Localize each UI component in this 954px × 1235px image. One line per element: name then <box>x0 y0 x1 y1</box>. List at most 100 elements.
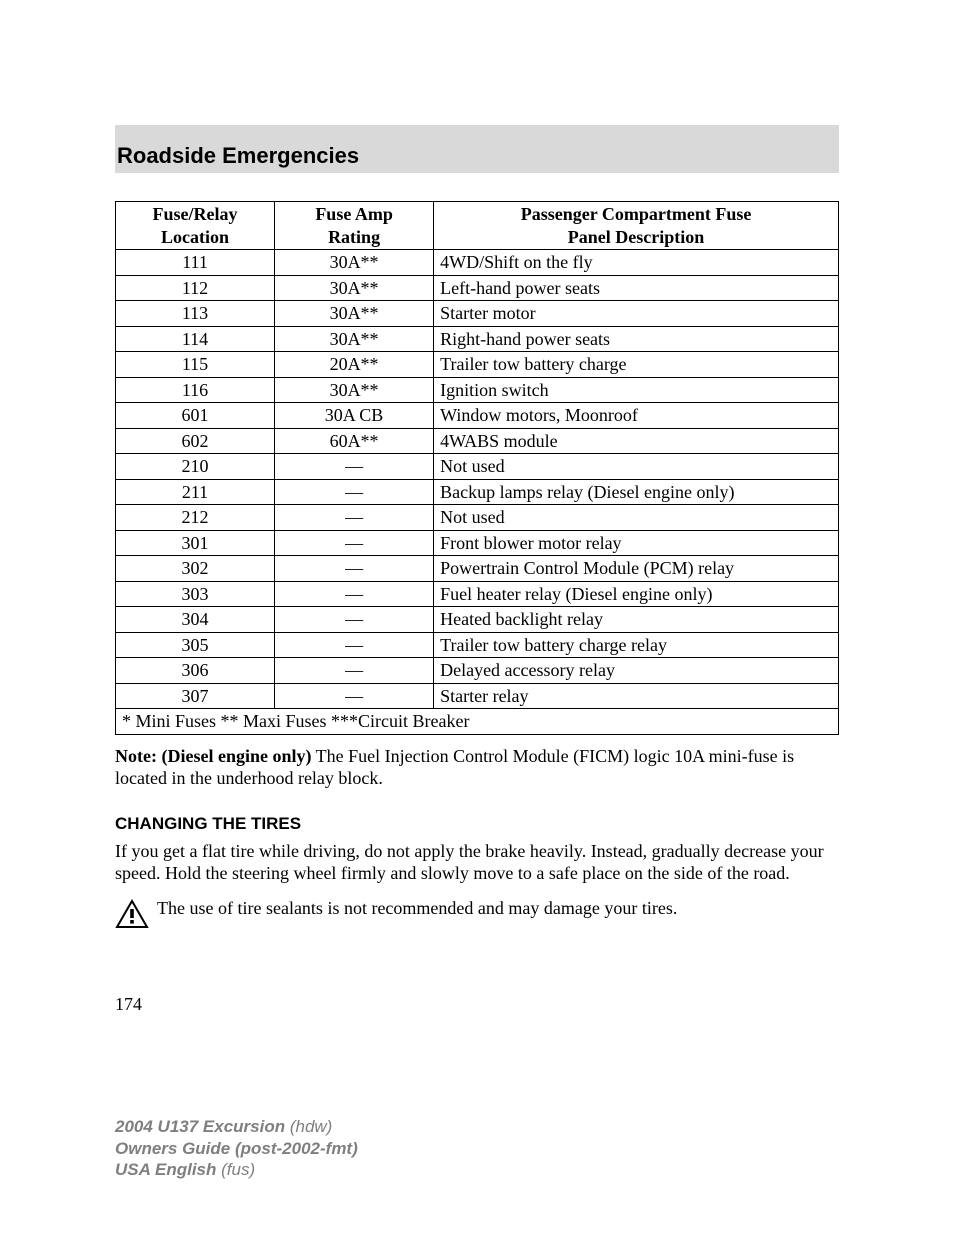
page-number: 174 <box>115 994 839 1015</box>
table-row: 304—Heated backlight relay <box>116 607 839 633</box>
cell-location: 302 <box>116 556 275 582</box>
th-loc-line1: Fuse/Relay <box>153 204 238 224</box>
cell-location: 114 <box>116 326 275 352</box>
cell-description: Fuel heater relay (Diesel engine only) <box>434 581 839 607</box>
fuse-table: Fuse/Relay Location Fuse Amp Rating Pass… <box>115 201 839 735</box>
th-description: Passenger Compartment Fuse Panel Descrip… <box>434 202 839 250</box>
th-rating-line2: Rating <box>328 227 380 247</box>
changing-tires-heading: CHANGING THE TIRES <box>115 814 839 834</box>
cell-rating: 30A** <box>275 377 434 403</box>
cell-description: Window motors, Moonroof <box>434 403 839 429</box>
cell-rating: — <box>275 683 434 709</box>
table-row: 306—Delayed accessory relay <box>116 658 839 684</box>
cell-location: 303 <box>116 581 275 607</box>
note-paragraph: Note: (Diesel engine only) The Fuel Inje… <box>115 745 839 790</box>
cell-description: Left-hand power seats <box>434 275 839 301</box>
footer-l2-bold: Owners Guide (post-2002-fmt) <box>115 1139 358 1158</box>
th-desc-line1: Passenger Compartment Fuse <box>521 204 752 224</box>
cell-rating: 30A** <box>275 326 434 352</box>
cell-rating: — <box>275 530 434 556</box>
cell-location: 305 <box>116 632 275 658</box>
cell-description: Starter motor <box>434 301 839 327</box>
cell-location: 116 <box>116 377 275 403</box>
table-row: 212—Not used <box>116 505 839 531</box>
footer-l1-ital: (hdw) <box>290 1117 333 1136</box>
cell-description: Not used <box>434 454 839 480</box>
table-row: 11330A**Starter motor <box>116 301 839 327</box>
table-row: 301—Front blower motor relay <box>116 530 839 556</box>
cell-location: 301 <box>116 530 275 556</box>
table-header-row: Fuse/Relay Location Fuse Amp Rating Pass… <box>116 202 839 250</box>
cell-location: 304 <box>116 607 275 633</box>
cell-rating: 20A** <box>275 352 434 378</box>
cell-description: Backup lamps relay (Diesel engine only) <box>434 479 839 505</box>
footer-l1-bold: 2004 U137 Excursion <box>115 1117 290 1136</box>
publication-footer: 2004 U137 Excursion (hdw) Owners Guide (… <box>115 1116 358 1180</box>
cell-rating: 30A** <box>275 250 434 276</box>
cell-location: 211 <box>116 479 275 505</box>
table-row: 11130A**4WD/Shift on the fly <box>116 250 839 276</box>
th-rating-line1: Fuse Amp <box>315 204 393 224</box>
cell-rating: — <box>275 658 434 684</box>
cell-description: Ignition switch <box>434 377 839 403</box>
table-row: 305—Trailer tow battery charge relay <box>116 632 839 658</box>
table-row: 60260A**4WABS module <box>116 428 839 454</box>
table-row: 303—Fuel heater relay (Diesel engine onl… <box>116 581 839 607</box>
cell-rating: — <box>275 454 434 480</box>
table-row: 307—Starter relay <box>116 683 839 709</box>
th-location: Fuse/Relay Location <box>116 202 275 250</box>
cell-rating: — <box>275 505 434 531</box>
cell-rating: — <box>275 479 434 505</box>
th-desc-line2: Panel Description <box>568 227 705 247</box>
table-body: 11130A**4WD/Shift on the fly11230A**Left… <box>116 250 839 709</box>
cell-rating: — <box>275 632 434 658</box>
footer-l3-ital: (fus) <box>221 1160 255 1179</box>
cell-location: 602 <box>116 428 275 454</box>
cell-description: Delayed accessory relay <box>434 658 839 684</box>
table-footer-row: * Mini Fuses ** Maxi Fuses ***Circuit Br… <box>116 709 839 735</box>
table-row: 210—Not used <box>116 454 839 480</box>
cell-description: Starter relay <box>434 683 839 709</box>
cell-location: 210 <box>116 454 275 480</box>
cell-location: 111 <box>116 250 275 276</box>
footer-line-3: USA English (fus) <box>115 1159 358 1180</box>
th-loc-line2: Location <box>161 227 229 247</box>
cell-rating: 60A** <box>275 428 434 454</box>
cell-location: 601 <box>116 403 275 429</box>
cell-location: 113 <box>116 301 275 327</box>
table-footer: * Mini Fuses ** Maxi Fuses ***Circuit Br… <box>116 709 839 735</box>
note-bold: Note: (Diesel engine only) <box>115 746 311 766</box>
section-title: Roadside Emergencies <box>117 143 359 169</box>
cell-description: Right-hand power seats <box>434 326 839 352</box>
cell-description: 4WABS module <box>434 428 839 454</box>
page-content: Roadside Emergencies Fuse/Relay Location… <box>0 0 954 1015</box>
cell-rating: 30A CB <box>275 403 434 429</box>
table-row: 11630A**Ignition switch <box>116 377 839 403</box>
cell-description: Heated backlight relay <box>434 607 839 633</box>
footer-line-2: Owners Guide (post-2002-fmt) <box>115 1138 358 1159</box>
cell-rating: — <box>275 581 434 607</box>
cell-rating: 30A** <box>275 301 434 327</box>
warning-text: The use of tire sealants is not recommen… <box>157 897 677 920</box>
footer-line-1: 2004 U137 Excursion (hdw) <box>115 1116 358 1137</box>
cell-description: Front blower motor relay <box>434 530 839 556</box>
footer-l3-bold: USA English <box>115 1160 221 1179</box>
cell-description: Trailer tow battery charge <box>434 352 839 378</box>
cell-location: 115 <box>116 352 275 378</box>
cell-description: Trailer tow battery charge relay <box>434 632 839 658</box>
cell-location: 307 <box>116 683 275 709</box>
table-row: 11230A**Left-hand power seats <box>116 275 839 301</box>
cell-description: Not used <box>434 505 839 531</box>
warning-block: The use of tire sealants is not recommen… <box>115 897 839 934</box>
table-row: 302—Powertrain Control Module (PCM) rela… <box>116 556 839 582</box>
warning-triangle-icon <box>115 899 149 934</box>
table-row: 11520A**Trailer tow battery charge <box>116 352 839 378</box>
header-bar: Roadside Emergencies <box>115 125 839 173</box>
cell-description: 4WD/Shift on the fly <box>434 250 839 276</box>
table-row: 60130A CBWindow motors, Moonroof <box>116 403 839 429</box>
tire-paragraph: If you get a flat tire while driving, do… <box>115 840 839 885</box>
cell-location: 112 <box>116 275 275 301</box>
cell-rating: — <box>275 556 434 582</box>
cell-description: Powertrain Control Module (PCM) relay <box>434 556 839 582</box>
cell-rating: — <box>275 607 434 633</box>
